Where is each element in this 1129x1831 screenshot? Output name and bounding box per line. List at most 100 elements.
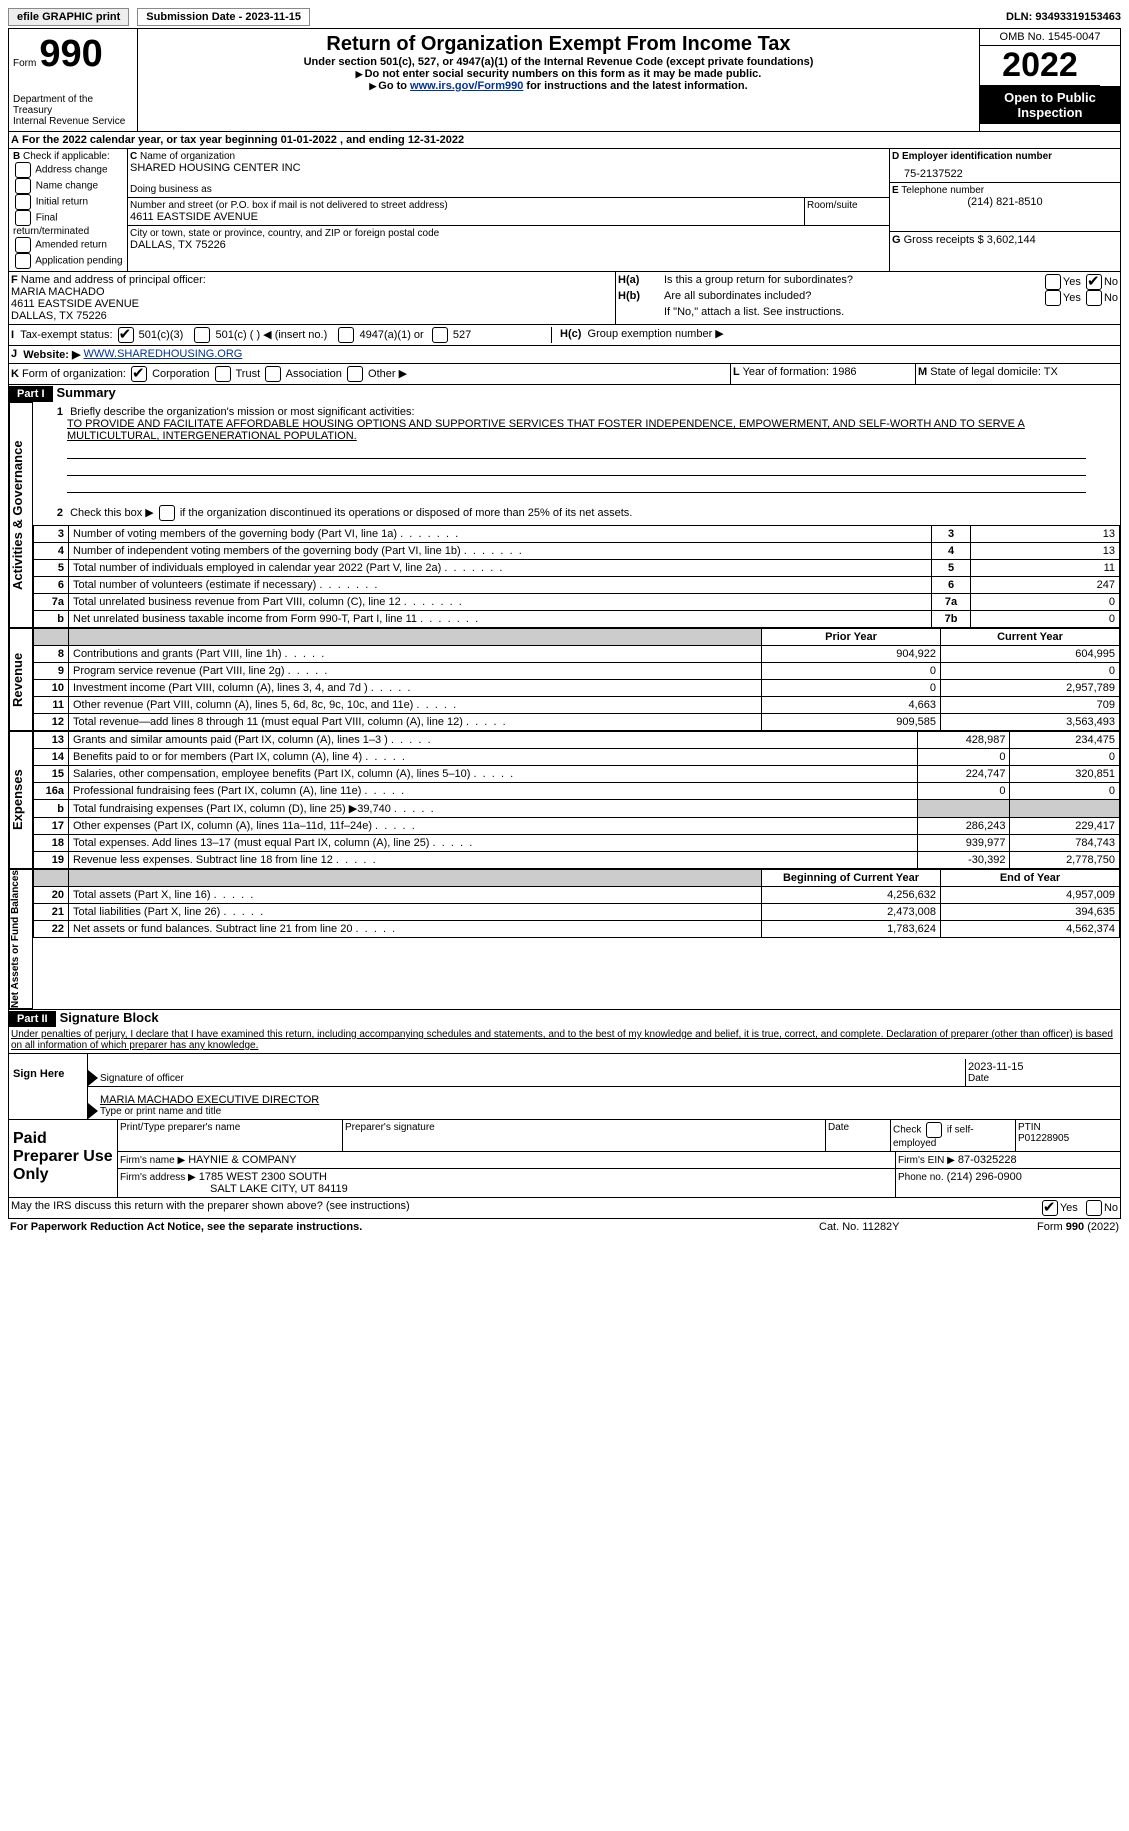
line-box: 3 — [932, 526, 971, 543]
current-val: 0 — [941, 663, 1120, 680]
line-text: Total fundraising expenses (Part IX, col… — [69, 800, 918, 818]
irs-link[interactable]: www.irs.gov/Form990 — [410, 80, 523, 92]
dln: DLN: 93493319153463 — [1006, 11, 1121, 23]
line-text: Total expenses. Add lines 13–17 (must eq… — [69, 835, 918, 852]
col-hdr: End of Year — [941, 870, 1120, 887]
cb-address-change[interactable] — [15, 162, 31, 178]
line-num: 7a — [34, 594, 69, 611]
line-text: Contributions and grants (Part VIII, lin… — [69, 646, 762, 663]
org-name: SHARED HOUSING CENTER INC — [130, 162, 887, 174]
cb-hb-yes[interactable] — [1045, 290, 1061, 306]
cb-ha-no[interactable] — [1086, 274, 1102, 290]
prior-val: 1,783,624 — [762, 921, 941, 938]
block-j: J Website: ▶ WWW.SHAREDHOUSING.ORG — [8, 346, 1121, 364]
current-val: 0 — [1010, 783, 1120, 800]
e-label: Telephone number — [901, 185, 984, 196]
cb-hb-no[interactable] — [1086, 290, 1102, 306]
cb-final-return[interactable] — [15, 210, 31, 226]
cb-corp[interactable] — [131, 366, 147, 382]
prep-sig-label: Preparer's signature — [343, 1120, 826, 1151]
line-num: 9 — [34, 663, 69, 680]
line-text: Number of independent voting members of … — [69, 543, 932, 560]
efile-print-button[interactable]: efile GRAPHIC print — [8, 8, 129, 26]
cb-trust[interactable] — [215, 366, 231, 382]
firm-phone: (214) 296-0900 — [947, 1171, 1022, 1183]
prior-val: 0 — [762, 680, 941, 697]
k-assoc: Association — [286, 368, 342, 380]
part1-title: Summary — [53, 385, 116, 400]
form-footer: Form 990 (2022) — [979, 1221, 1119, 1233]
current-val: 2,957,789 — [941, 680, 1120, 697]
f-label: Name and address of principal officer: — [21, 274, 206, 286]
discuss-row: May the IRS discuss this return with the… — [8, 1198, 1121, 1219]
cb-discontinued[interactable] — [159, 505, 175, 521]
line-num: 8 — [34, 646, 69, 663]
k-other: Other ▶ — [368, 368, 407, 380]
i-527: 527 — [453, 329, 471, 341]
cb-4947[interactable] — [338, 327, 354, 343]
vert-governance: Activities & Governance — [9, 402, 33, 628]
sign-here-label: Sign Here — [9, 1054, 87, 1119]
line-text: Salaries, other compensation, employee b… — [69, 766, 918, 783]
prior-val: -30,392 — [918, 852, 1010, 869]
ptin-value: P01228905 — [1018, 1133, 1069, 1144]
line-text: Revenue less expenses. Subtract line 18 … — [69, 852, 918, 869]
prior-val: 939,977 — [918, 835, 1010, 852]
part2-title: Signature Block — [56, 1010, 159, 1025]
hb-note: If "No," attach a list. See instructions… — [618, 306, 1118, 318]
cb-527[interactable] — [432, 327, 448, 343]
current-val: 604,995 — [941, 646, 1120, 663]
line-text: Net assets or fund balances. Subtract li… — [69, 921, 762, 938]
l1-label: Briefly describe the organization's miss… — [70, 406, 414, 418]
current-val: 394,635 — [941, 904, 1120, 921]
current-val: 4,562,374 — [941, 921, 1120, 938]
a-end: 12-31-2022 — [408, 134, 464, 146]
b-label: Check if applicable: — [23, 151, 110, 162]
line-num: 4 — [34, 543, 69, 560]
a-text-b: , and ending — [340, 134, 408, 146]
prep-name-label: Print/Type preparer's name — [118, 1120, 343, 1151]
part2-hdr: Part II — [9, 1011, 56, 1027]
phone-value: (214) 821-8510 — [892, 196, 1118, 208]
a-begin: 01-01-2022 — [281, 134, 337, 146]
i-4947: 4947(a)(1) or — [360, 329, 424, 341]
current-val: 0 — [1010, 749, 1120, 766]
type-name-label: Type or print name and title — [100, 1106, 1118, 1117]
identity-block: B Check if applicable: Address change Na… — [8, 149, 1121, 272]
cb-initial-return[interactable] — [15, 194, 31, 210]
cb-name-change[interactable] — [15, 178, 31, 194]
cb-501c3[interactable] — [118, 327, 134, 343]
form-word: Form — [13, 58, 36, 69]
line-value: 247 — [971, 577, 1120, 594]
current-val: 784,743 — [1010, 835, 1120, 852]
k-trust: Trust — [235, 368, 260, 380]
officer-printed-name: MARIA MACHADO EXECUTIVE DIRECTOR — [100, 1094, 1118, 1106]
exp-table: 13 Grants and similar amounts paid (Part… — [33, 731, 1120, 869]
form-id-cell: Form 990 Department of the Treasury Inte… — [9, 29, 138, 131]
cb-discuss-yes[interactable] — [1042, 1200, 1058, 1216]
m-val: TX — [1044, 366, 1058, 378]
cb-app-pending[interactable] — [15, 253, 31, 269]
cb-501c[interactable] — [194, 327, 210, 343]
officer-city: DALLAS, TX 75226 — [11, 310, 107, 322]
opt-name: Name change — [36, 181, 98, 192]
prior-val: 0 — [762, 663, 941, 680]
cb-discuss-no[interactable] — [1086, 1200, 1102, 1216]
line-box: 7a — [932, 594, 971, 611]
ha-yes: Yes — [1063, 276, 1081, 288]
line-text: Other revenue (Part VIII, column (A), li… — [69, 697, 762, 714]
cb-self-employed[interactable] — [926, 1122, 942, 1138]
prior-val: 0 — [918, 783, 1010, 800]
line-num: 5 — [34, 560, 69, 577]
current-val: 234,475 — [1010, 732, 1120, 749]
part1-hdr: Part I — [9, 386, 53, 402]
street-label: Number and street (or P.O. box if mail i… — [130, 200, 802, 211]
cb-ha-yes[interactable] — [1045, 274, 1061, 290]
line-num: 15 — [34, 766, 69, 783]
website-link[interactable]: WWW.SHAREDHOUSING.ORG — [83, 348, 242, 361]
cb-amended-return[interactable] — [15, 237, 31, 253]
current-val: 709 — [941, 697, 1120, 714]
form-title: Return of Organization Exempt From Incom… — [142, 33, 975, 56]
cb-other[interactable] — [347, 366, 363, 382]
cb-assoc[interactable] — [265, 366, 281, 382]
